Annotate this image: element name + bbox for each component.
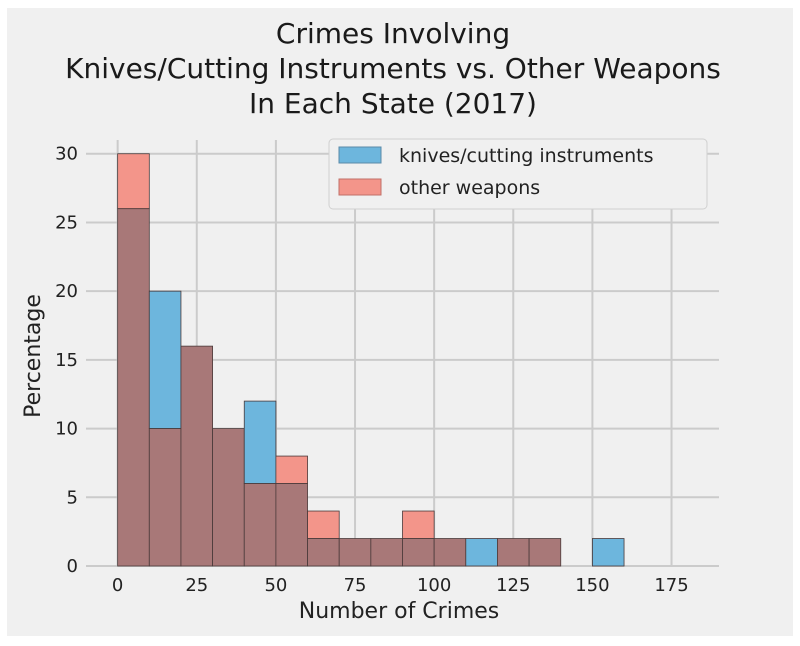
y-axis-ticks: 0 5 10 15 20 25 30 — [55, 144, 78, 577]
x-tick-label: 100 — [417, 575, 451, 596]
legend-swatch-knives — [338, 146, 382, 164]
legend-label-knives: knives/cutting instruments — [399, 145, 653, 167]
y-tick-label: 0 — [67, 556, 78, 577]
bar-other-weapons — [307, 510, 340, 539]
bar-overlap — [370, 538, 403, 567]
y-tick-label: 30 — [55, 144, 78, 165]
x-axis-label: Number of Crimes — [299, 599, 500, 624]
bar-other-weapons — [275, 455, 308, 484]
x-tick-label: 50 — [264, 575, 287, 596]
y-tick-label: 20 — [55, 281, 78, 302]
bar-overlap — [180, 345, 213, 567]
legend-swatch-other-weapons — [338, 178, 382, 196]
chart-title-line-1: Crimes Involving — [276, 17, 510, 50]
x-tick-label: 25 — [185, 575, 208, 596]
bar-overlap — [117, 208, 150, 567]
bar-overlap — [338, 538, 372, 567]
x-tick-label: 0 — [112, 575, 123, 596]
histogram-bars — [117, 153, 625, 567]
bar-knives — [592, 538, 625, 567]
chart-title-line-2: Knives/Cutting Instruments vs. Other Wea… — [65, 52, 721, 85]
y-axis-label: Percentage — [21, 294, 46, 418]
bar-knives — [465, 538, 498, 567]
x-tick-label: 125 — [496, 575, 530, 596]
histogram-chart: Crimes Involving Knives/Cutting Instrume… — [21, 17, 721, 624]
bar-other-weapons — [117, 153, 150, 210]
legend-label-other-weapons: other weapons — [399, 177, 540, 199]
bar-other-weapons — [402, 510, 435, 539]
bar-overlap — [307, 538, 340, 567]
bar-overlap — [243, 483, 277, 567]
chart-title-line-3: In Each State (2017) — [249, 87, 537, 120]
grid-lines — [86, 140, 719, 567]
bar-overlap — [433, 538, 467, 567]
legend-box — [328, 138, 708, 210]
chart-figure: Crimes Involving Knives/Cutting Instrume… — [7, 8, 793, 636]
y-tick-label: 5 — [67, 487, 78, 508]
bar-overlap — [148, 428, 182, 567]
bar-overlap — [212, 428, 245, 567]
x-axis-ticks: 0 25 50 75 100 125 150 175 — [112, 575, 689, 596]
legend: knives/cutting instruments other weapons — [328, 138, 708, 210]
x-tick-label: 150 — [575, 575, 609, 596]
x-tick-label: 75 — [344, 575, 367, 596]
y-tick-label: 15 — [55, 350, 78, 371]
bar-overlap — [497, 538, 530, 567]
bar-knives — [243, 400, 277, 484]
x-tick-label: 175 — [654, 575, 688, 596]
chart-title: Crimes Involving Knives/Cutting Instrume… — [65, 17, 721, 120]
y-tick-label: 25 — [55, 212, 78, 233]
bar-overlap — [402, 538, 435, 567]
y-tick-label: 10 — [55, 419, 78, 440]
bar-overlap — [275, 483, 308, 567]
bar-overlap — [528, 538, 562, 567]
bar-knives — [148, 290, 182, 429]
